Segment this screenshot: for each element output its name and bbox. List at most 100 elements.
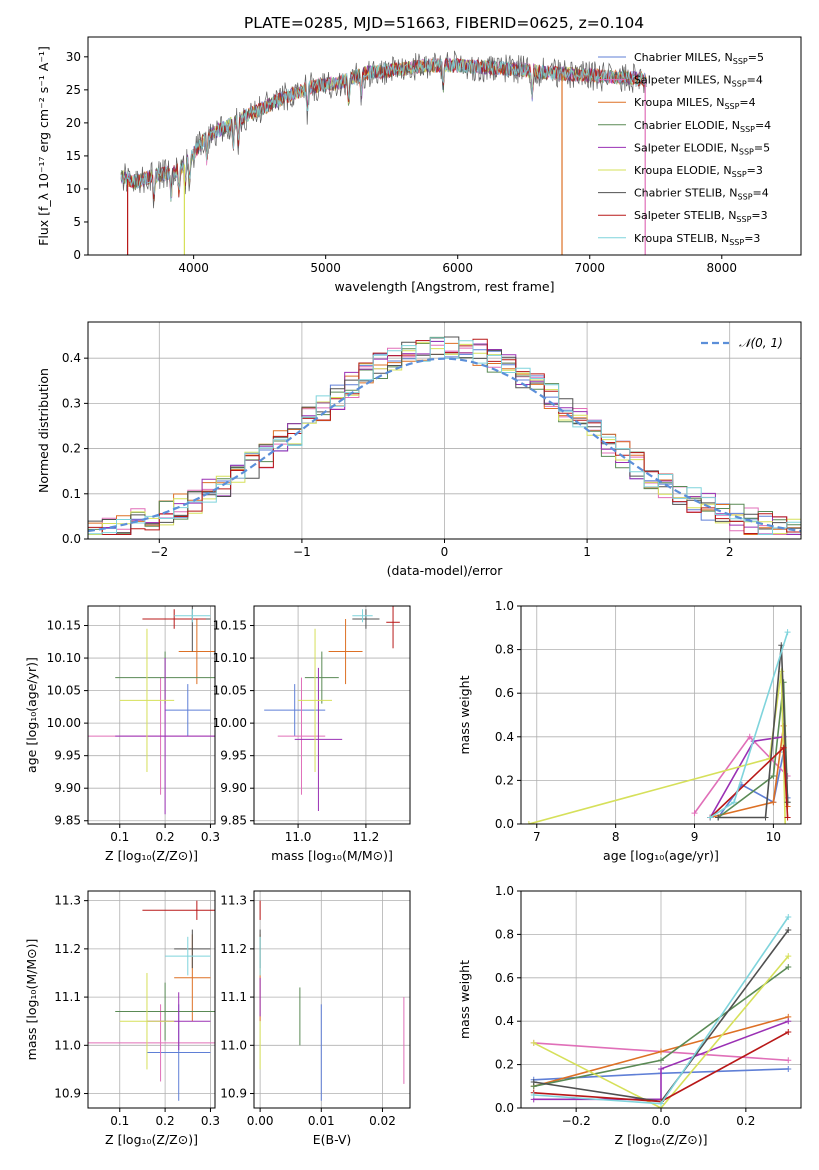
y-tick-label: 11.1	[54, 990, 81, 1004]
y-axis-label: Normed distribution	[36, 368, 51, 493]
legend-entry: Kroupa STELIB, NSSP=3	[634, 232, 760, 247]
y-tick-label: 0.4	[495, 730, 514, 744]
weight-marker	[784, 814, 791, 821]
panel-age_vs_Z: 0.1 0.2 0.3 9.85 9.90 9.95 10.00 10.05 10.10 10.1…	[24, 605, 220, 863]
weight-marker	[782, 821, 789, 824]
x-tick-label: 10	[766, 830, 781, 844]
legend-entry: Chabrier ELODIE, NSSP=4	[634, 119, 771, 134]
x-tick-label: 7000	[574, 261, 605, 275]
histogram-step	[88, 337, 801, 535]
plot-area-age_vs_mass	[264, 606, 400, 811]
y-tick-label: 0	[73, 248, 81, 262]
y-axis-label: mass [log₁₀(M/M⊙)]	[24, 939, 39, 1061]
weight-marker	[530, 1091, 537, 1098]
x-tick-label: 8	[612, 830, 620, 844]
legend-label: Kroupa STELIB, N	[634, 232, 729, 245]
x-axis-label: E(B-V)	[313, 1132, 352, 1147]
weight-marker	[770, 773, 777, 780]
y-tick-label: 10.10	[47, 651, 81, 665]
y-tick-label: 0.0	[495, 817, 514, 831]
legend-value: =3	[744, 232, 760, 245]
x-tick-label: 2	[726, 545, 734, 559]
legend-subscript: SSP	[739, 147, 754, 156]
legend-value: =4	[739, 96, 755, 109]
y-tick-label: 10.9	[54, 1087, 81, 1101]
legend-subscript: SSP	[732, 80, 747, 89]
weight-marker	[785, 963, 792, 970]
legend-label: Chabrier ELODIE, N	[634, 119, 740, 132]
panel-weight_vs_Z: −0.2 0.0 0.2 0.0 0.2 0.4 0.6 0.8 1.0 Z [log₁₀(Z/Z…	[457, 884, 802, 1147]
y-tick-label: 5	[73, 215, 81, 229]
y-axis-label: mass weight	[457, 675, 472, 754]
y-tick-label: 10.15	[47, 619, 81, 633]
plot-area-mass_vs_ebv	[259, 900, 405, 1101]
weight-marker	[785, 927, 792, 934]
y-tick-label: 0.6	[495, 971, 514, 985]
axes-frame	[87, 321, 802, 540]
legend-entry: Kroupa MILES, NSSP=4	[634, 96, 756, 111]
y-tick-label: 10.15	[213, 619, 247, 633]
y-tick-label: 0.1	[62, 487, 81, 501]
panel-mass_vs_ebv: 0.00 0.01 0.02 10.9 11.0 11.1 11.2 11.3 E(B-V)	[220, 890, 411, 1147]
y-tick-label: 9.85	[54, 814, 81, 828]
weight-line	[718, 645, 789, 819]
figure-title: PLATE=0285, MJD=51663, FIBERID=0625, z=0…	[244, 14, 644, 32]
y-tick-label: 11.2	[54, 942, 81, 956]
y-tick-label: 10.00	[213, 716, 247, 730]
weight-marker	[530, 1078, 537, 1085]
y-tick-label: 0.8	[495, 643, 514, 657]
x-tick-label: 0.3	[201, 830, 220, 844]
x-tick-label: 0.00	[247, 1114, 274, 1128]
y-tick-label: 11.3	[220, 894, 247, 908]
x-tick-label: 11.2	[353, 830, 380, 844]
panel-spectrum: 4000 5000 6000 7000 8000 0 5 10 15 20 25 30 waveleng…	[36, 36, 802, 294]
x-axis-label: wavelength [Angstrom, rest frame]	[334, 279, 554, 294]
weight-marker	[658, 1100, 664, 1107]
weight-marker	[658, 1048, 664, 1055]
x-tick-label: 7	[533, 830, 541, 844]
y-tick-label: 9.95	[54, 749, 81, 763]
y-tick-label: 0.2	[495, 773, 514, 787]
x-axis-label: Z [log₁₀(Z/Z⊙)]	[105, 1132, 198, 1147]
legend-subscript: SSP	[736, 215, 751, 224]
x-tick-label: 8000	[707, 261, 738, 275]
x-tick-label: 1	[583, 545, 591, 559]
axes-frame	[520, 890, 802, 1109]
x-tick-label: 11.0	[285, 830, 312, 844]
weight-marker	[780, 744, 787, 751]
y-axis-label: age [log₁₀(age/yr)]	[24, 657, 39, 773]
y-tick-label: 10.00	[47, 716, 81, 730]
x-axis-label: age [log₁₀(age/yr)]	[603, 848, 719, 863]
panel-mass_vs_Z: 0.1 0.2 0.3 10.9 11.0 11.1 11.2 11.3 Z [log₁₀(Z/…	[24, 890, 220, 1147]
x-tick-label: −1	[293, 545, 311, 559]
x-tick-label: 0.0	[651, 1114, 670, 1128]
y-tick-label: 10.9	[220, 1087, 247, 1101]
y-tick-label: 10.05	[213, 684, 247, 698]
y-tick-label: 25	[66, 83, 81, 97]
y-tick-label: 0.0	[495, 1101, 514, 1115]
y-tick-label: 0.0	[62, 532, 81, 546]
x-tick-label: −2	[150, 545, 168, 559]
weight-marker	[784, 629, 791, 636]
panel-residuals: −2 −1 0 1 2 0.0 0.1 0.2 0.3 0.4 (data-model)/error…	[36, 321, 802, 578]
axes-frame	[253, 890, 411, 1109]
weight-marker	[530, 1039, 537, 1046]
y-tick-label: 0.4	[495, 1014, 514, 1028]
x-tick-label: 0.02	[369, 1114, 396, 1128]
weight-marker	[785, 1057, 792, 1064]
axes-frame	[520, 605, 802, 825]
y-tick-label: 0.6	[495, 686, 514, 700]
x-tick-label: 0.3	[201, 1114, 220, 1128]
x-axis-label: Z [log₁₀(Z/Z⊙)]	[105, 848, 198, 863]
y-tick-label: 20	[66, 116, 81, 130]
weight-marker	[658, 1065, 664, 1072]
plot-area-weight_vs_Z	[530, 914, 792, 1108]
y-tick-label: 11.1	[220, 990, 247, 1004]
x-tick-label: 9	[691, 830, 699, 844]
legend-entry: Chabrier STELIB, NSSP=4	[634, 187, 769, 202]
weight-marker	[707, 814, 714, 821]
weight-marker	[730, 799, 737, 806]
x-tick-label: −0.2	[562, 1114, 591, 1128]
weight-marker	[715, 814, 722, 821]
